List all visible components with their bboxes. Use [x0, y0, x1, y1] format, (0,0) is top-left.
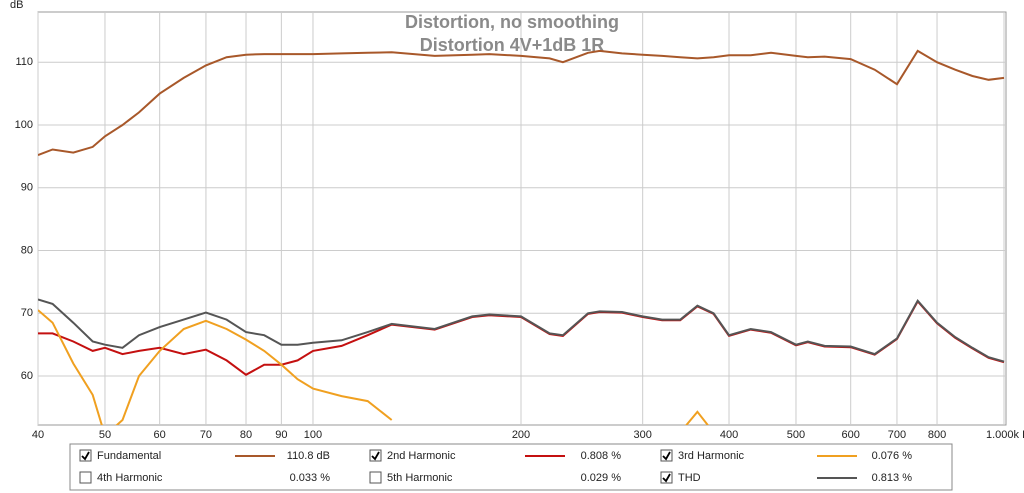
series-line: [38, 49, 1005, 157]
legend-readout: 0.808 %: [581, 450, 622, 462]
legend-readout: 0.076 %: [872, 450, 913, 462]
x-tick-label: 90: [275, 429, 287, 441]
y-tick-label: 90: [21, 182, 33, 194]
x-tick-label: 800: [928, 429, 946, 441]
y-axis-label: dB: [10, 0, 23, 11]
checkmark: [662, 451, 671, 461]
checkbox[interactable]: [79, 449, 92, 462]
x-tick-label: 600: [842, 429, 860, 441]
legend-items: Fundamental 110.8 dB 2nd Harmonic 0.808 % 3r…: [79, 449, 913, 484]
legend-readout: 110.8 dB: [287, 450, 330, 462]
legend-readout: 0.813 %: [872, 472, 913, 484]
legend-label: 5th Harmonic: [387, 472, 453, 484]
checkmark: [81, 451, 90, 461]
y-tick-label: 100: [15, 119, 33, 131]
x-tick-label: 500: [787, 429, 805, 441]
legend: [69, 443, 953, 491]
y-tick-label: 110: [15, 56, 33, 68]
chart-subtitle: Distortion 4V+1dB 1R: [420, 35, 605, 55]
x-tick-label: 60: [154, 429, 166, 441]
lines: [38, 49, 1005, 425]
legend-readout: 0.033 %: [290, 472, 331, 484]
x-tick-label: 100: [304, 429, 322, 441]
x-tick-label: 400: [720, 429, 738, 441]
legend-label: 2nd Harmonic: [387, 450, 456, 462]
checkmark: [662, 473, 671, 483]
series-line: [38, 309, 710, 425]
checkbox[interactable]: [660, 471, 673, 484]
x-tick-label: 50: [99, 429, 111, 441]
x-tick-label: 80: [240, 429, 252, 441]
x-tick-label: 200: [512, 429, 530, 441]
y-tick-label: 70: [21, 307, 33, 319]
legend-label: THD: [678, 472, 701, 484]
series-line: [38, 298, 1005, 363]
checkmark: [371, 451, 380, 461]
x-tick-label: 70: [200, 429, 212, 441]
y-tick-label: 60: [21, 370, 33, 382]
y-tick-label: 80: [21, 244, 33, 256]
x-tick-label: 40: [32, 429, 44, 441]
checkbox[interactable]: [369, 449, 382, 462]
plot-area: [37, 11, 1007, 426]
legend-label: Fundamental: [97, 450, 161, 462]
legend-label: 3rd Harmonic: [678, 450, 745, 462]
legend-readout: 0.029 %: [581, 472, 622, 484]
x-tick-label: 1.000k Hz: [986, 429, 1024, 441]
x-tick-label: 300: [634, 429, 652, 441]
x-tick-label: 700: [888, 429, 906, 441]
checkbox[interactable]: [79, 471, 92, 484]
checkbox[interactable]: [369, 471, 382, 484]
chart-title: Distortion, no smoothing: [405, 12, 619, 32]
grid: 60 70 80 90 100 110 40 50 60 70 80 90 100 200 300 400 50…: [15, 12, 1024, 441]
checkbox[interactable]: [660, 449, 673, 462]
legend-label: 4th Harmonic: [97, 472, 163, 484]
